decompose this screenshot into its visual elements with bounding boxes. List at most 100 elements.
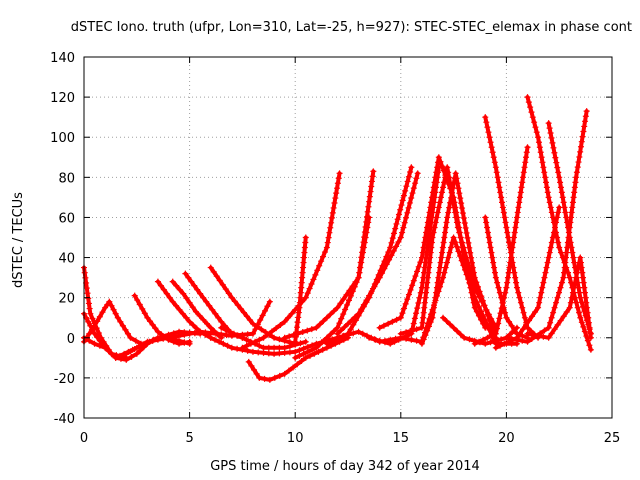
data-point: [399, 310, 406, 317]
data-point: [474, 283, 481, 290]
data-point: [349, 283, 356, 290]
data-point: [492, 330, 499, 337]
data-point: [234, 345, 241, 352]
data-point: [481, 302, 488, 309]
data-point: [542, 269, 549, 276]
data-point: [446, 249, 453, 256]
data-point: [549, 139, 556, 146]
data-point: [544, 259, 551, 266]
data-point: [426, 209, 433, 216]
data-point: [463, 229, 470, 236]
data-point: [176, 306, 183, 313]
data-point: [545, 334, 552, 341]
data-point: [503, 334, 510, 341]
data-point: [432, 174, 439, 181]
data-point: [560, 199, 567, 206]
data-point: [430, 302, 437, 309]
data-point: [258, 326, 265, 333]
data-point: [169, 278, 176, 285]
data-point: [564, 244, 571, 251]
data-point: [261, 375, 268, 382]
data-point: [320, 253, 327, 260]
data-point: [425, 269, 432, 276]
data-point: [266, 298, 273, 305]
data-point: [212, 310, 219, 317]
data-point: [434, 292, 441, 299]
data-point: [445, 169, 452, 176]
data-point: [516, 330, 523, 337]
data-point: [422, 234, 429, 241]
data-point: [550, 144, 557, 151]
data-point: [331, 200, 338, 207]
data-point: [497, 342, 504, 349]
data-point: [292, 333, 299, 340]
data-point: [427, 311, 434, 318]
data-point: [420, 334, 427, 341]
data-point: [402, 300, 409, 307]
data-point: [427, 204, 434, 211]
data-point: [360, 244, 367, 251]
data-point: [585, 314, 592, 321]
data-point: [505, 269, 512, 276]
data-point: [286, 343, 293, 350]
data-point: [345, 320, 351, 327]
data-point: [513, 284, 520, 291]
data-point: [541, 169, 548, 176]
data-point: [433, 169, 440, 176]
data-point: [458, 200, 465, 207]
data-point: [325, 234, 332, 241]
data-point: [264, 331, 271, 338]
data-point: [528, 335, 535, 342]
data-point: [216, 277, 223, 284]
data-point: [408, 164, 415, 171]
data-point: [304, 327, 311, 334]
data-point: [154, 336, 161, 343]
data-point: [352, 278, 359, 285]
data-point: [337, 327, 344, 334]
data-point: [196, 312, 203, 319]
data-point: [197, 290, 204, 297]
data-series: [207, 264, 299, 347]
data-point: [566, 274, 573, 281]
data-point: [239, 344, 246, 351]
data-point: [122, 326, 129, 333]
data-point: [496, 289, 503, 296]
data-point: [553, 159, 560, 166]
data-point: [188, 278, 195, 285]
data-point: [427, 254, 434, 261]
data-point: [281, 349, 288, 356]
data-point: [521, 164, 528, 171]
data-point: [127, 348, 134, 355]
data-point: [424, 279, 431, 286]
data-point: [504, 274, 511, 281]
data-series: [81, 298, 145, 347]
data-point: [569, 199, 576, 206]
data-point: [535, 304, 542, 311]
data-point: [523, 321, 530, 328]
data-point: [160, 286, 167, 293]
data-point: [320, 318, 327, 325]
data-point: [350, 321, 357, 328]
data-point: [500, 209, 507, 216]
data-point: [494, 325, 501, 332]
data-point: [410, 185, 417, 192]
data-point: [488, 144, 495, 151]
data-point: [442, 229, 449, 236]
data-point: [417, 289, 424, 296]
data-point: [260, 349, 267, 356]
data-point: [501, 340, 508, 347]
data-point: [124, 330, 131, 337]
data-point: [524, 94, 531, 101]
data-point: [370, 168, 377, 175]
data-point: [295, 314, 302, 321]
data-point: [134, 297, 141, 304]
data-point: [387, 244, 394, 251]
data-point: [210, 268, 217, 275]
plot-frame: [83, 56, 613, 419]
data-point: [102, 304, 109, 311]
data-point: [359, 249, 366, 256]
data-point: [499, 199, 505, 206]
data-point: [244, 347, 251, 354]
data-point: [495, 320, 502, 327]
data-point: [581, 123, 588, 130]
